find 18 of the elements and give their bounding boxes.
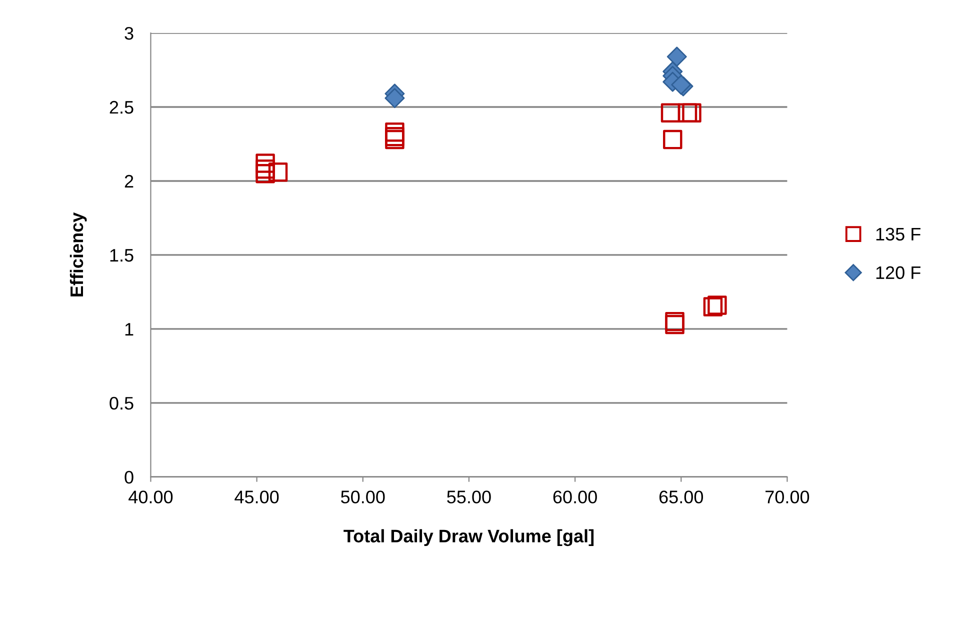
legend-label: 135 F [876, 228, 920, 241]
x-axis-title: Total Daily Draw Volume [gal] [344, 529, 594, 546]
y-tick-label: 1.5 [110, 249, 134, 262]
y-tick-label: 3 [124, 26, 134, 40]
x-tick-label: 70.00 [766, 490, 810, 504]
y-tick-label: 2.5 [110, 100, 134, 114]
x-tick-label: 65.00 [659, 490, 704, 504]
y-tick-label: 0.5 [110, 396, 134, 410]
legend-label: 120 F [876, 266, 920, 280]
y-tick-label: 1 [125, 323, 134, 336]
y-axis-title: Efficiency [70, 212, 87, 296]
x-tick-label: 60.00 [553, 490, 597, 504]
x-tick-label: 45.00 [234, 490, 279, 504]
x-tick-label: 50.00 [341, 490, 385, 504]
y-tick-label: 0 [124, 470, 134, 484]
x-tick-label: 55.00 [447, 490, 491, 504]
x-tick-label: 40.00 [128, 490, 173, 504]
y-tick-label: 2 [124, 174, 134, 188]
